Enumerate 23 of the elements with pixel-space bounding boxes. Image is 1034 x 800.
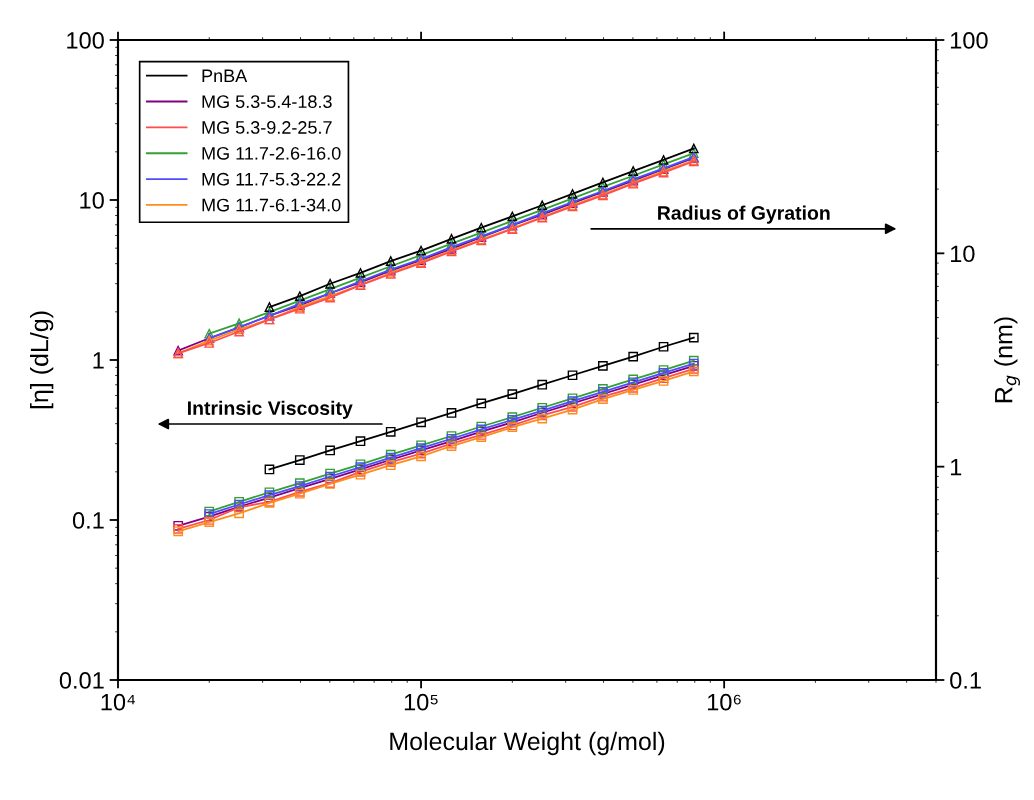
y-tick-label: 1 bbox=[93, 352, 104, 369]
legend-label: MG 5.3-9.2-25.7 bbox=[202, 121, 332, 134]
annotation: Intrinsic Viscosity bbox=[188, 400, 353, 419]
x-tick-label: 10⁴ bbox=[101, 693, 136, 711]
y-tick-label: 0.1 bbox=[72, 512, 104, 529]
legend-label: MG 11.7-2.6-16.0 bbox=[202, 146, 341, 160]
legend-label: PnBA bbox=[202, 69, 248, 82]
y-tick-label: 10 bbox=[950, 245, 975, 263]
annotation: Radius of Gyration bbox=[658, 205, 830, 224]
y-tick-label: 100 bbox=[67, 32, 104, 49]
y-tick-label: 0.01 bbox=[59, 672, 104, 689]
legend-label: MG 11.7-5.3-22.2 bbox=[202, 172, 341, 186]
y-axis-title: R$_{g}$ (nm) bbox=[994, 317, 1020, 403]
y-tick-label: 0.1 bbox=[950, 672, 981, 689]
x-axis-title: Molecular Weight (g/mol) bbox=[390, 731, 665, 756]
legend-label: MG 5.3-5.4-18.3 bbox=[202, 95, 332, 109]
y-tick-label: 1 bbox=[950, 458, 962, 476]
x-tick-label: 10⁶ bbox=[707, 693, 741, 711]
y-tick-label: 100 bbox=[950, 32, 988, 49]
y-axis-title: [η] (dL/g) bbox=[30, 311, 54, 409]
x-tick-label: 10⁵ bbox=[404, 693, 438, 711]
y-tick-label: 10 bbox=[80, 192, 104, 209]
legend-label: MG 11.7-6.1-34.0 bbox=[202, 198, 341, 212]
